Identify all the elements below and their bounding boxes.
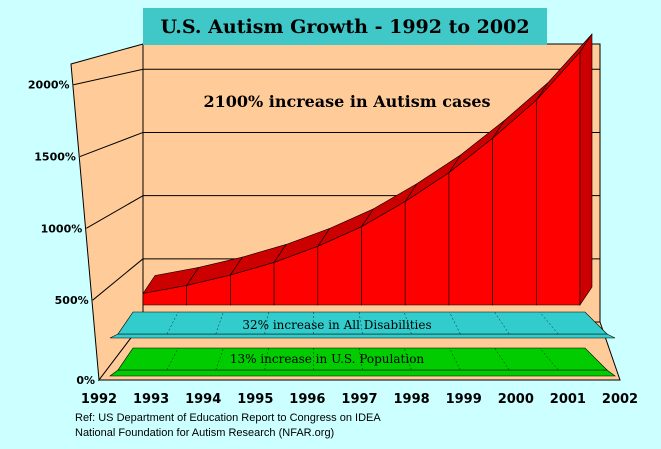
disabilities-band-division [494, 311, 510, 335]
x-tick-label: 1993 [133, 392, 169, 407]
population-band-front [109, 369, 616, 377]
series-population [109, 347, 616, 377]
y-tick-label: 0% [76, 374, 95, 387]
population-band-top [117, 347, 608, 371]
y-tick-label: 2000% [28, 79, 70, 92]
population-annotation: 13% increase in U.S. Population [230, 352, 425, 366]
series-disabilities [109, 311, 616, 339]
disabilities-band-division [166, 311, 179, 335]
y-tick-label: 500% [55, 294, 89, 307]
y-tick-label: 1500% [34, 151, 76, 164]
disabilities-band-front [109, 333, 616, 339]
y-axis-ticks: 0% 500% 1000% 1500% 2000% [28, 79, 95, 387]
x-tick-label: 1994 [185, 392, 221, 407]
x-tick-label: 1997 [341, 392, 377, 407]
disabilities-band-division [584, 311, 608, 335]
gridline-side [73, 68, 144, 86]
population-band-division [494, 347, 510, 371]
autism-annotation: 2100% increase in Autism cases [203, 92, 490, 111]
x-tick-label: 2000 [498, 392, 534, 407]
x-tick-label: 1992 [81, 392, 117, 407]
x-axis-ticks: 1992 1993 1994 1995 1996 1997 1998 1999 2000 2001… [81, 392, 638, 407]
reference-line-1: Ref: US Department of Education Report t… [75, 412, 381, 424]
x-tick-label: 1998 [394, 392, 430, 407]
x-tick-label: 2002 [602, 392, 638, 407]
population-band-division [166, 347, 179, 371]
y-tick-label: 1000% [41, 222, 83, 235]
gridline-side [92, 258, 144, 301]
autism-ribbon-end [579, 33, 593, 306]
series-autism [142, 33, 593, 306]
chart-title: U.S. Autism Growth - 1992 to 2002 [143, 8, 547, 45]
x-tick-label: 1995 [237, 392, 273, 407]
disabilities-band-division [449, 311, 461, 335]
gridline-side [86, 195, 144, 229]
disabilities-annotation: 32% increase in All Disabilities [242, 318, 431, 332]
x-tick-label: 1996 [289, 392, 325, 407]
x-tick-label: 1999 [446, 392, 482, 407]
gridline-side [79, 131, 144, 158]
population-band-division [584, 347, 608, 371]
reference-line-2: National Foundation for Autism Research … [75, 427, 335, 439]
disabilities-band-top [117, 311, 608, 335]
x-tick-label: 2001 [550, 392, 586, 407]
disabilities-band-division [539, 311, 559, 335]
population-band-division [449, 347, 461, 371]
population-band-division [539, 347, 559, 371]
